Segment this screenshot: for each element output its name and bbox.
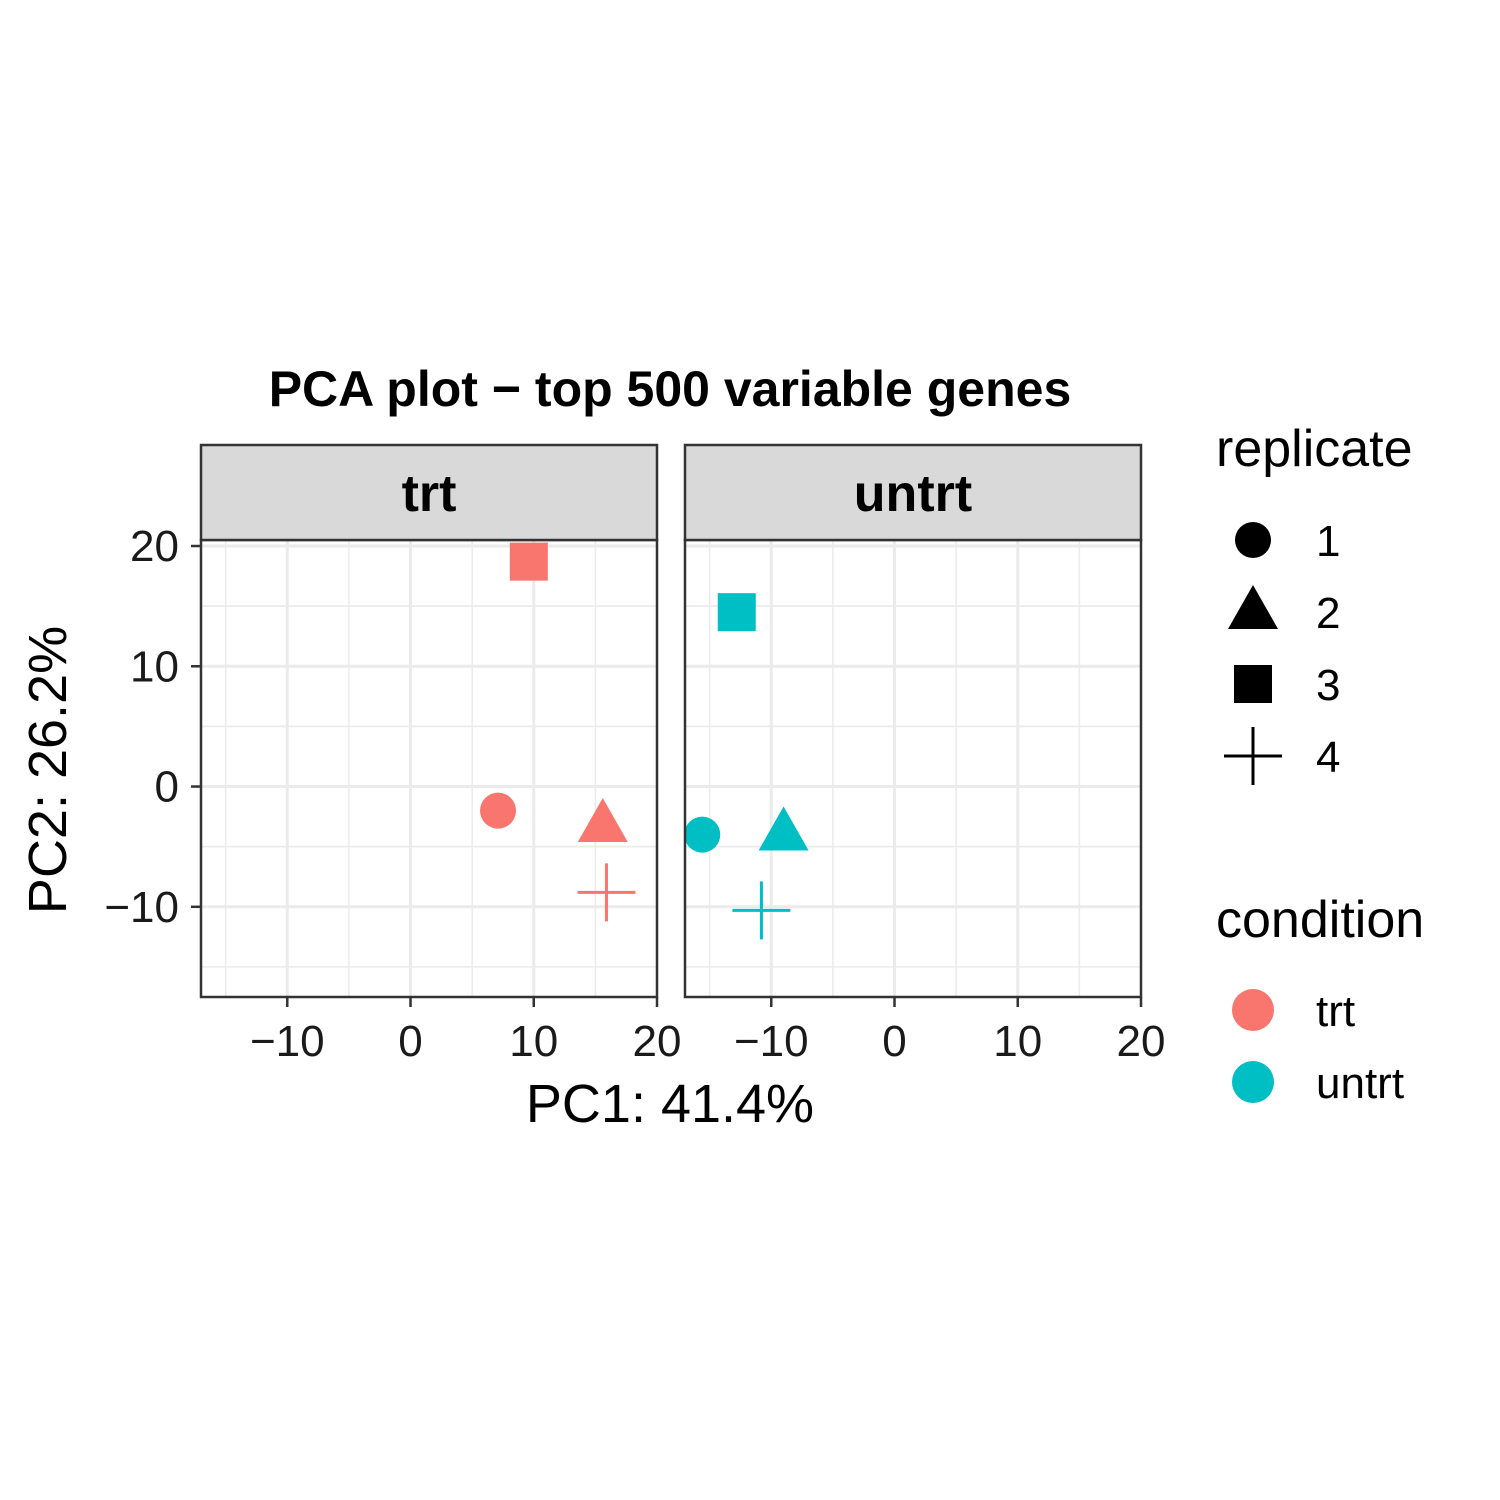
x-tick-label: −10 <box>250 1017 325 1066</box>
x-tick-label: 20 <box>1117 1017 1166 1066</box>
x-axis-title: PC1: 41.4% <box>526 1074 814 1134</box>
facet-strip <box>683 443 1143 542</box>
legend-label: trt <box>1316 987 1355 1036</box>
legend-replicate-items: 1 2 3 4 <box>1224 517 1340 785</box>
legend-item-condition-untrt: untrt <box>1232 1059 1404 1108</box>
y-axis: 20 10 0 −10 <box>104 522 201 932</box>
x-tick-label: 0 <box>882 1017 906 1066</box>
facet-panels: trt −10 0 10 20 untrt −10 0 10 20 20 10 0 −10 <box>104 443 1166 1066</box>
facet-strip-label: trt <box>402 465 457 523</box>
legend-item-condition-trt: trt <box>1232 987 1355 1036</box>
y-tick-label: 10 <box>130 642 179 691</box>
legend-item-replicate-4: 4 <box>1224 727 1340 785</box>
legend-label: 4 <box>1316 733 1340 782</box>
legend-key-circle <box>1232 1061 1274 1103</box>
legend-title-condition: condition <box>1216 891 1424 949</box>
legend-key-circle <box>1235 522 1271 558</box>
x-tick-label: −10 <box>734 1017 809 1066</box>
y-tick-label: −10 <box>104 883 179 932</box>
legend-key-square <box>1234 665 1272 703</box>
facet-strip-label: untrt <box>854 465 972 523</box>
point-untrt-rep2 <box>758 806 809 851</box>
panel-background <box>201 540 657 997</box>
legend-label: 3 <box>1316 661 1340 710</box>
x-tick-label: 0 <box>398 1017 422 1066</box>
legend-label: untrt <box>1316 1059 1404 1108</box>
x-tick-label: 10 <box>509 1017 558 1066</box>
legend-condition-items: trt untrt <box>1232 987 1404 1108</box>
legend-label: 2 <box>1316 589 1340 638</box>
point-trt-rep2 <box>577 798 628 843</box>
y-axis-title: PC2: 26.2% <box>18 626 78 914</box>
chart-title: PCA plot − top 500 variable genes <box>269 361 1072 417</box>
legend-item-replicate-1: 1 <box>1235 517 1340 566</box>
x-tick-label: 10 <box>993 1017 1042 1066</box>
point-untrt-rep1 <box>684 816 721 853</box>
legend-key-circle <box>1232 989 1274 1031</box>
legend-item-replicate-2: 2 <box>1228 585 1340 638</box>
legend-item-replicate-3: 3 <box>1234 661 1340 710</box>
legend-key-plus <box>1224 727 1282 785</box>
point-untrt-rep4 <box>732 881 791 940</box>
legend-key-triangle <box>1228 585 1278 629</box>
legend-title-replicate: replicate <box>1216 420 1413 478</box>
facet-panel-untrt: untrt −10 0 10 20 <box>683 443 1166 1066</box>
facet-panel-trt: trt −10 0 10 20 <box>199 443 682 1066</box>
facet-strip <box>199 443 659 542</box>
point-untrt-rep3 <box>717 593 756 632</box>
point-trt-rep1 <box>480 792 517 829</box>
point-trt-rep4 <box>577 863 636 922</box>
legend-label: 1 <box>1316 517 1340 566</box>
y-tick-label: 0 <box>155 763 179 812</box>
x-tick-label: 20 <box>633 1017 682 1066</box>
point-trt-rep3 <box>509 542 548 581</box>
legend: replicate 1 2 3 4 condition trt untrt <box>1216 420 1424 1108</box>
y-tick-label: 20 <box>130 522 179 571</box>
